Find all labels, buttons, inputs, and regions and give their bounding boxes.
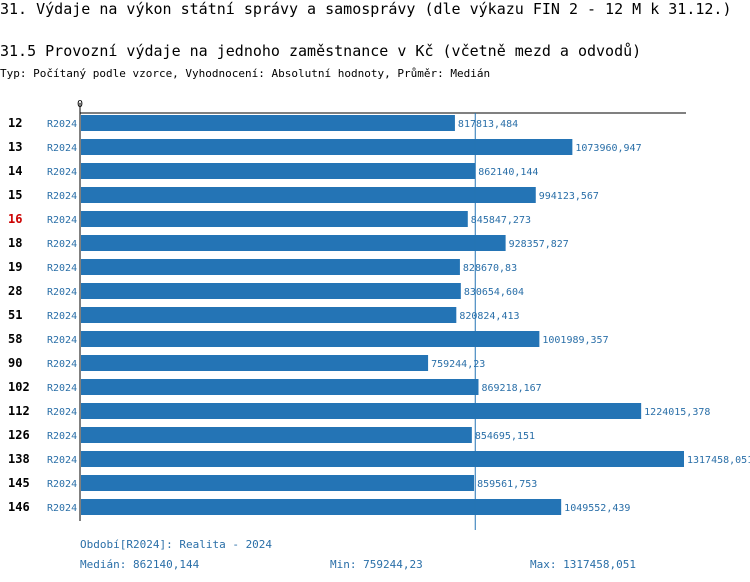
footer-min: Min: 759244,23 bbox=[330, 558, 423, 571]
series-label: R2024 bbox=[47, 311, 77, 322]
category-label: 102 bbox=[8, 380, 30, 394]
category-label: 14 bbox=[8, 164, 22, 178]
bar bbox=[81, 379, 479, 395]
category-label: 16 bbox=[8, 212, 22, 226]
value-label: 1049552,439 bbox=[564, 503, 630, 514]
value-label: 1317458,051 bbox=[687, 455, 750, 466]
series-label: R2024 bbox=[47, 335, 77, 346]
category-label: 18 bbox=[8, 236, 22, 250]
bar bbox=[81, 235, 506, 251]
series-label: R2024 bbox=[47, 431, 77, 442]
bar bbox=[81, 307, 457, 323]
bar bbox=[81, 211, 468, 227]
value-label: 1073960,947 bbox=[575, 143, 641, 154]
footer-max: Max: 1317458,051 bbox=[530, 558, 636, 571]
footer-period: Období[R2024]: Realita - 2024 bbox=[80, 538, 273, 551]
series-label: R2024 bbox=[47, 263, 77, 274]
value-label: 1224015,378 bbox=[644, 407, 710, 418]
bar bbox=[81, 163, 476, 179]
value-label: 1001989,357 bbox=[542, 335, 608, 346]
category-label: 112 bbox=[8, 404, 30, 418]
series-label: R2024 bbox=[47, 119, 77, 130]
series-label: R2024 bbox=[47, 239, 77, 250]
bar bbox=[81, 403, 642, 419]
bar bbox=[81, 139, 573, 155]
series-label: R2024 bbox=[47, 383, 77, 394]
category-label: 12 bbox=[8, 116, 22, 130]
value-label: 830654,604 bbox=[464, 287, 524, 298]
bar bbox=[81, 115, 455, 131]
value-label: 820824,413 bbox=[459, 311, 519, 322]
series-label: R2024 bbox=[47, 503, 77, 514]
category-label: 126 bbox=[8, 428, 30, 442]
value-label: 869218,167 bbox=[482, 383, 542, 394]
bar bbox=[81, 475, 475, 491]
category-label: 28 bbox=[8, 284, 22, 298]
bar bbox=[81, 259, 460, 275]
category-label: 138 bbox=[8, 452, 30, 466]
series-label: R2024 bbox=[47, 191, 77, 202]
bar bbox=[81, 427, 472, 443]
value-label: 828670,83 bbox=[463, 263, 517, 274]
category-label: 19 bbox=[8, 260, 22, 274]
category-label: 13 bbox=[8, 140, 22, 154]
chart-subtitle: Typ: Počítaný podle vzorce, Vyhodnocení:… bbox=[0, 67, 491, 80]
category-label: 146 bbox=[8, 500, 30, 514]
series-label: R2024 bbox=[47, 143, 77, 154]
bar-chart: 012R2024817813,48413R20241073960,94714R2… bbox=[8, 99, 750, 530]
bar bbox=[81, 283, 461, 299]
category-label: 15 bbox=[8, 188, 22, 202]
series-label: R2024 bbox=[47, 167, 77, 178]
series-label: R2024 bbox=[47, 455, 77, 466]
value-label: 928357,827 bbox=[509, 239, 569, 250]
footer-median: Medián: 862140,144 bbox=[80, 558, 200, 571]
bar bbox=[81, 499, 562, 515]
chart-title: 31.5 Provozní výdaje na jednoho zaměstna… bbox=[0, 42, 642, 60]
series-label: R2024 bbox=[47, 479, 77, 490]
series-label: R2024 bbox=[47, 287, 77, 298]
bar bbox=[81, 355, 429, 371]
value-label: 854695,151 bbox=[475, 431, 535, 442]
page-title: 31. Výdaje na výkon státní správy a samo… bbox=[0, 0, 732, 18]
category-label: 58 bbox=[8, 332, 22, 346]
value-label: 759244,23 bbox=[431, 359, 485, 370]
series-label: R2024 bbox=[47, 407, 77, 418]
bar bbox=[81, 331, 540, 347]
category-label: 90 bbox=[8, 356, 22, 370]
category-label: 51 bbox=[8, 308, 22, 322]
value-label: 859561,753 bbox=[477, 479, 537, 490]
bar bbox=[81, 451, 684, 467]
value-label: 862140,144 bbox=[478, 167, 538, 178]
series-label: R2024 bbox=[47, 215, 77, 226]
value-label: 994123,567 bbox=[539, 191, 599, 202]
series-label: R2024 bbox=[47, 359, 77, 370]
value-label: 845847,273 bbox=[471, 215, 531, 226]
value-label: 817813,484 bbox=[458, 119, 518, 130]
category-label: 145 bbox=[8, 476, 30, 490]
bar bbox=[81, 187, 536, 203]
